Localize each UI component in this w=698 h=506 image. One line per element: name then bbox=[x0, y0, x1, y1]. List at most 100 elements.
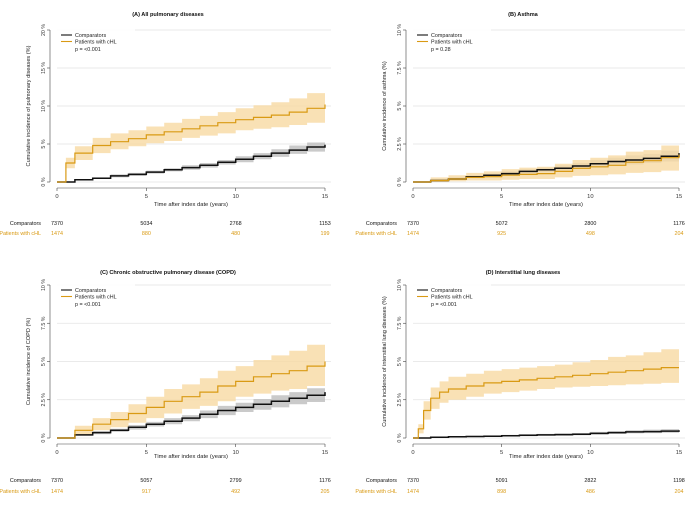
risk-table-value: 1474 bbox=[51, 231, 63, 237]
risk-table-value: 1176 bbox=[673, 221, 685, 227]
x-tick-label: 10 bbox=[232, 194, 238, 200]
risk-table-row-label: Comparators bbox=[366, 478, 397, 484]
risk-table-value: 1153 bbox=[319, 221, 331, 227]
risk-table-row-label: Patients with cHL bbox=[355, 489, 397, 495]
panel-3: (C) Chronic obstructive pulmonary diseas… bbox=[0, 270, 331, 495]
risk-table-row-label: Patients with cHL bbox=[355, 231, 397, 237]
y-tick-label: 15 % bbox=[41, 62, 47, 74]
y-tick-label: 10 % bbox=[397, 279, 403, 291]
risk-table-value: 492 bbox=[231, 489, 240, 495]
x-tick-label: 0 bbox=[411, 450, 414, 456]
chart-title: (A) All pulmonary diseases bbox=[132, 12, 204, 18]
chart-title: (D) Interstitial lung diseases bbox=[486, 270, 561, 276]
risk-table-value: 880 bbox=[142, 231, 151, 237]
y-tick-label: 0 % bbox=[397, 433, 403, 442]
y-tick-label: 0 % bbox=[41, 177, 47, 186]
risk-table-value: 1198 bbox=[673, 478, 685, 484]
y-tick-label: 5 % bbox=[397, 101, 403, 110]
y-tick-label: 7.5 % bbox=[41, 316, 47, 330]
risk-table-value: 1176 bbox=[319, 478, 331, 484]
risk-table-value: 5072 bbox=[496, 221, 508, 227]
risk-table-value: 5034 bbox=[140, 221, 152, 227]
x-tick-label: 0 bbox=[55, 450, 58, 456]
x-tick-label: 10 bbox=[587, 450, 593, 456]
risk-table-value: 2768 bbox=[230, 221, 242, 227]
legend-label: Patients with cHL bbox=[431, 40, 473, 46]
x-tick-label: 5 bbox=[145, 450, 148, 456]
panel-4: (D) Interstitial lung diseases 0 % 2.5 % 5 … bbox=[355, 270, 685, 495]
risk-table-value: 1474 bbox=[407, 489, 419, 495]
patients-line bbox=[413, 154, 680, 183]
x-tick-label: 5 bbox=[500, 194, 503, 200]
x-tick-label: 15 bbox=[676, 450, 682, 456]
y-tick-label: 5 % bbox=[41, 357, 47, 366]
risk-table-value: 7370 bbox=[51, 221, 63, 227]
legend-label: Patients with cHL bbox=[75, 295, 117, 301]
risk-table-row-label: Patients with cHL bbox=[0, 489, 41, 495]
risk-table-value: 5057 bbox=[140, 478, 152, 484]
y-tick-label: 0 % bbox=[41, 433, 47, 442]
legend-label: Comparators bbox=[75, 33, 106, 39]
risk-table-value: 7370 bbox=[407, 478, 419, 484]
risk-table-row-label: Patients with cHL bbox=[0, 231, 41, 237]
x-tick-label: 15 bbox=[676, 194, 682, 200]
patients-ci-band bbox=[413, 347, 679, 438]
risk-table-value: 486 bbox=[586, 489, 595, 495]
chart-title: (B) Asthma bbox=[508, 12, 539, 18]
patients-ci-band bbox=[413, 141, 679, 182]
p-value: p = <0.001 bbox=[75, 47, 101, 53]
risk-table-value: 1474 bbox=[407, 231, 419, 237]
risk-table-value: 205 bbox=[321, 489, 330, 495]
x-tick-label: 5 bbox=[500, 450, 503, 456]
comparators-line bbox=[413, 430, 680, 439]
y-axis-label: Cumulative incidence of COPD (%) bbox=[26, 318, 32, 405]
patients-ci-band bbox=[57, 337, 325, 438]
risk-table-row-label: Comparators bbox=[366, 221, 397, 227]
patients-line bbox=[57, 361, 326, 439]
legend-label: Patients with cHL bbox=[75, 40, 117, 46]
risk-table-value: 199 bbox=[321, 231, 330, 237]
y-tick-label: 10 % bbox=[41, 279, 47, 291]
y-tick-label: 2.5 % bbox=[397, 137, 403, 151]
risk-table-value: 5091 bbox=[496, 478, 508, 484]
p-value: p = <0.001 bbox=[431, 302, 457, 308]
x-tick-label: 10 bbox=[232, 450, 238, 456]
chart-title: (C) Chronic obstructive pulmonary diseas… bbox=[100, 270, 236, 276]
risk-table-row-label: Comparators bbox=[10, 478, 41, 484]
y-tick-label: 7.5 % bbox=[397, 61, 403, 75]
risk-table-value: 7370 bbox=[51, 478, 63, 484]
x-axis-label: Time after index date (years) bbox=[509, 454, 583, 460]
risk-table-row-label: Comparators bbox=[10, 221, 41, 227]
legend-label: Comparators bbox=[75, 288, 106, 294]
y-axis-label: Cumulative incidence of pulmonary diseas… bbox=[26, 45, 32, 166]
y-tick-label: 5 % bbox=[397, 357, 403, 366]
risk-table-value: 898 bbox=[497, 489, 506, 495]
x-tick-label: 15 bbox=[322, 194, 328, 200]
patients-line bbox=[57, 104, 326, 183]
y-axis-label: Cumulative incidence of interstitial lun… bbox=[382, 296, 388, 427]
p-value: p = 0.28 bbox=[431, 47, 451, 53]
x-axis-label: Time after index date (years) bbox=[154, 202, 228, 208]
y-tick-label: 10 % bbox=[397, 24, 403, 36]
risk-table-value: 480 bbox=[231, 231, 240, 237]
patients-ci-band bbox=[57, 88, 325, 182]
risk-table-value: 2822 bbox=[584, 478, 596, 484]
panel-2: (B) Asthma 0 % 2.5 % 5 % 7.5 % 10 % Cumulative… bbox=[355, 12, 685, 237]
risk-table-value: 2800 bbox=[584, 221, 596, 227]
risk-table-value: 204 bbox=[675, 489, 684, 495]
x-tick-label: 5 bbox=[145, 194, 148, 200]
x-tick-label: 15 bbox=[322, 450, 328, 456]
risk-table-value: 7370 bbox=[407, 221, 419, 227]
x-tick-label: 0 bbox=[411, 194, 414, 200]
x-axis-label: Time after index date (years) bbox=[154, 454, 228, 460]
risk-table-value: 925 bbox=[497, 231, 506, 237]
y-tick-label: 7.5 % bbox=[397, 316, 403, 330]
comparators-line bbox=[57, 392, 326, 439]
legend-label: Comparators bbox=[431, 33, 462, 39]
x-tick-label: 10 bbox=[587, 194, 593, 200]
legend-label: Patients with cHL bbox=[431, 295, 473, 301]
panel-1: (A) All pulmonary diseases 0 % 5 % 10 % 15 %… bbox=[0, 12, 331, 237]
y-tick-label: 2.5 % bbox=[397, 393, 403, 407]
y-axis-label: Cumulative incidence of asthma (%) bbox=[382, 61, 388, 151]
